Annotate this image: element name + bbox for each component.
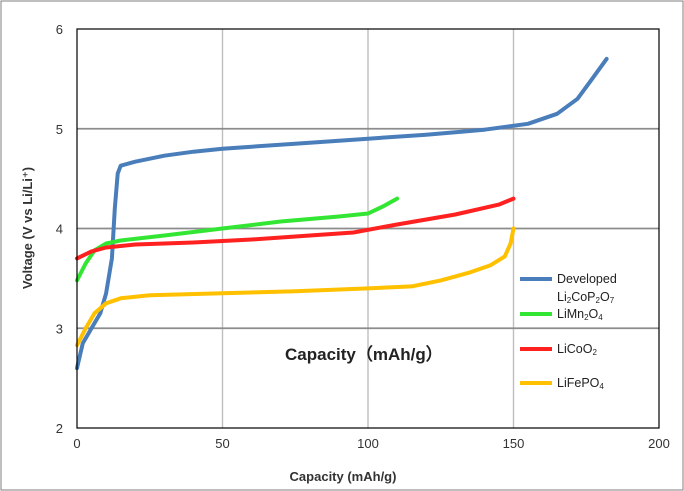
legend: Developed Li2CoP2O7 LiMn2O4 LiCoO2 LiFeP… — [520, 272, 617, 391]
series-line-lifepo4 — [75, 226, 516, 348]
legend-item-licoo2: LiCoO2 — [520, 342, 597, 357]
legend-item-limn2o4: LiMn2O4 — [520, 307, 603, 322]
x-axis-label: Capacity (mAh/g) — [290, 469, 397, 484]
series-line-developed — [75, 56, 609, 371]
y-tick-label: 2 — [56, 421, 63, 436]
y-tick-label: 3 — [56, 321, 63, 336]
y-axis-label: Voltage (V vs Li/Li⁺) — [20, 167, 35, 289]
series-layer — [75, 56, 609, 371]
legend-item-developed: Developed Li2CoP2O7 — [520, 272, 617, 305]
x-tick-label: 0 — [73, 436, 80, 451]
y-tick-label: 4 — [56, 222, 63, 237]
plot-area-border — [76, 28, 660, 429]
x-tick-label: 100 — [357, 436, 379, 451]
legend-label-lifepo4: LiFePO4 — [557, 376, 604, 391]
legend-label-developed-line1: Developed — [557, 272, 617, 286]
x-tick-label: 50 — [215, 436, 229, 451]
legend-label-developed-line2: Li2CoP2O7 — [557, 290, 615, 305]
legend-label-licoo2: LiCoO2 — [557, 342, 597, 357]
series-line-licoo2 — [75, 196, 516, 261]
y-tick-label: 6 — [56, 22, 63, 37]
x-tick-label: 200 — [648, 436, 670, 451]
x-tick-labels: 0 50 100 150 200 — [73, 436, 669, 451]
legend-label-limn2o4: LiMn2O4 — [557, 307, 603, 322]
x-tick-label: 150 — [503, 436, 525, 451]
legend-item-lifepo4: LiFePO4 — [520, 376, 604, 391]
capacity-annotation: Capacity（mAh/g） — [285, 344, 443, 364]
y-tick-label: 5 — [56, 122, 63, 137]
y-tick-labels: 2 3 4 5 6 — [56, 22, 63, 436]
